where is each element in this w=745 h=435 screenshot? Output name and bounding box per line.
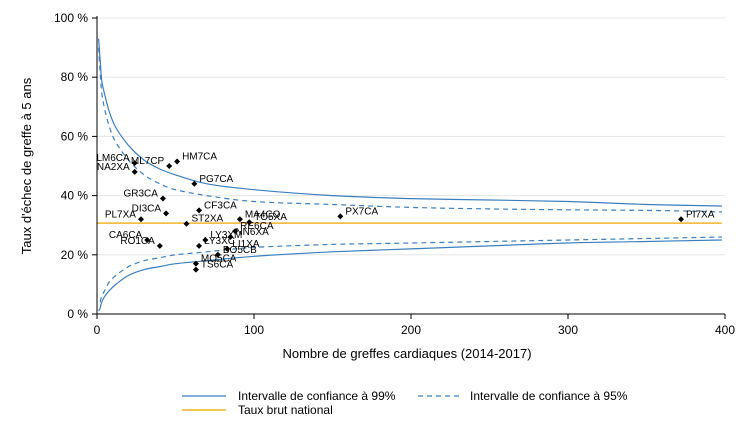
confidence-band-layer xyxy=(97,38,722,312)
data-point xyxy=(202,237,209,243)
x-tick-label: 300 xyxy=(558,323,578,337)
grid-layer xyxy=(97,17,725,315)
ci95-upper-curve xyxy=(98,47,722,213)
x-tick-label: 400 xyxy=(715,323,735,337)
data-point xyxy=(192,266,199,273)
data-point xyxy=(163,210,170,217)
data-point xyxy=(131,168,138,175)
data-point-label: HM7CA xyxy=(182,152,217,163)
data-point-label: BO5CB xyxy=(223,245,257,256)
data-point-label: CF3CA xyxy=(204,200,237,211)
data-point xyxy=(137,216,144,223)
y-tick-label: 60 % xyxy=(61,129,89,143)
data-point-label: MO5CA xyxy=(201,254,237,265)
legend: Intervalle de confiance à 99% Intervalle… xyxy=(182,389,628,417)
data-point-label: LY3XM xyxy=(210,230,242,241)
legend-label-ci99: Intervalle de confiance à 99% xyxy=(238,389,396,403)
axis-layer: 0 % 20 % 40 % 60 % 80 % 100 % 0 100 200 300 400 xyxy=(54,11,735,337)
x-tick-label: 0 xyxy=(94,323,101,337)
data-point xyxy=(224,245,231,252)
data-point-label: NN6XA xyxy=(235,227,269,238)
data-point xyxy=(156,242,163,249)
data-point xyxy=(196,242,203,249)
data-point-label: PI7XA xyxy=(686,209,715,220)
data-point-label: ML7CP xyxy=(131,156,165,167)
data-point-label: PG7CA xyxy=(199,174,233,185)
data-point-label: CA6CA xyxy=(109,230,143,241)
data-point xyxy=(196,207,203,214)
data-point xyxy=(337,213,344,220)
data-point xyxy=(192,260,199,267)
data-point xyxy=(236,216,243,223)
data-point-label: RO1CA xyxy=(120,236,155,247)
data-point-label: MA4CO xyxy=(245,209,281,220)
y-tick-label: 100 % xyxy=(54,11,88,25)
data-point-label: DI3CA xyxy=(132,203,162,214)
data-point-label: RE6CA xyxy=(240,221,274,232)
data-point-label: ST2XA xyxy=(191,214,223,225)
ci99-lower-curve xyxy=(98,239,722,312)
data-point xyxy=(191,180,198,187)
data-point-label: LY3XC xyxy=(204,236,235,247)
data-point xyxy=(214,251,221,258)
ci95-lower-curve xyxy=(99,236,722,303)
ci99-upper-curve xyxy=(98,38,722,207)
y-tick-label: 0 % xyxy=(67,307,88,321)
y-tick-label: 20 % xyxy=(61,248,89,262)
data-point xyxy=(246,219,253,226)
x-tick-label: 100 xyxy=(244,323,264,337)
data-point-label: PX7CA xyxy=(345,206,378,217)
data-point xyxy=(174,158,181,165)
legend-label-national: Taux brut national xyxy=(238,403,333,417)
x-tick-label: 200 xyxy=(401,323,421,337)
data-point-label: TO5XA xyxy=(254,212,287,223)
y-tick-label: 40 % xyxy=(61,189,89,203)
data-point xyxy=(131,160,138,167)
data-point xyxy=(227,234,234,241)
data-point xyxy=(166,163,173,169)
y-tick-label: 80 % xyxy=(61,70,89,84)
data-point xyxy=(678,216,685,223)
data-point xyxy=(183,220,190,227)
x-axis-label: Nombre de greffes cardiaques (2014-2017) xyxy=(282,346,531,361)
data-point-label: TS6CA xyxy=(201,260,234,271)
data-point xyxy=(144,237,151,243)
data-point-label: LM6CA xyxy=(96,153,130,164)
data-point xyxy=(232,228,239,235)
legend-label-ci95: Intervalle de confiance à 95% xyxy=(470,389,628,403)
data-point-label: PL7XA xyxy=(105,209,136,220)
data-point-label: GR3CA xyxy=(123,189,158,200)
data-point-label: LI1XA xyxy=(232,239,260,250)
y-axis-label: Taux d'échec de greffe à 5 ans xyxy=(19,77,34,254)
data-point-label: NA2XA xyxy=(97,162,130,173)
data-point xyxy=(159,195,166,202)
